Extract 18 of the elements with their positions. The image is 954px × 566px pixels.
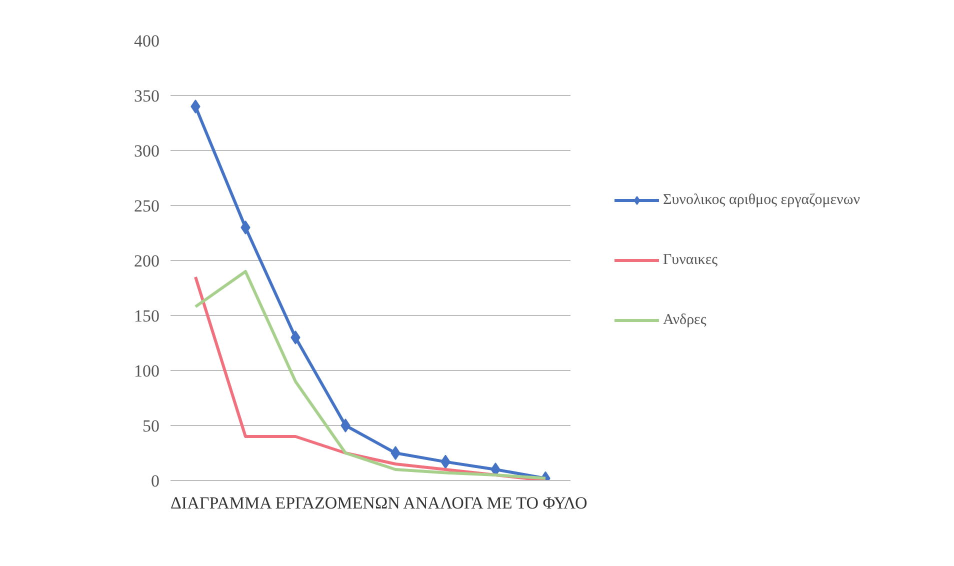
y-tick-label: 400: [134, 32, 160, 50]
point: [340, 418, 350, 432]
point: [190, 100, 200, 114]
legend-label: Συνολικος αριθμος εργαζομενων: [663, 192, 860, 208]
y-tick-label: 0: [151, 472, 160, 490]
y-tick-label: 300: [134, 142, 160, 160]
legend-label: Ανδρες: [663, 312, 706, 328]
point: [290, 330, 300, 344]
y-tick-label: 250: [134, 196, 160, 216]
y-tick-label: 200: [134, 252, 160, 270]
point: [240, 220, 250, 234]
y-tick-label: 150: [134, 306, 160, 326]
y-tick-label: 350: [134, 86, 160, 106]
legend-label: Γυναικες: [663, 252, 718, 268]
y-tick-label: 50: [142, 416, 160, 436]
y-tick-label: 100: [134, 362, 160, 380]
point: [390, 446, 400, 460]
text: ΔΙΑΓΡΑΜΜΑ ΕΡΓΑΖΟΜΕΝΩΝ ΑΝΑΛΟΓΑ ΜΕ ΤΟ ΦΥΛΟ: [170, 494, 588, 512]
